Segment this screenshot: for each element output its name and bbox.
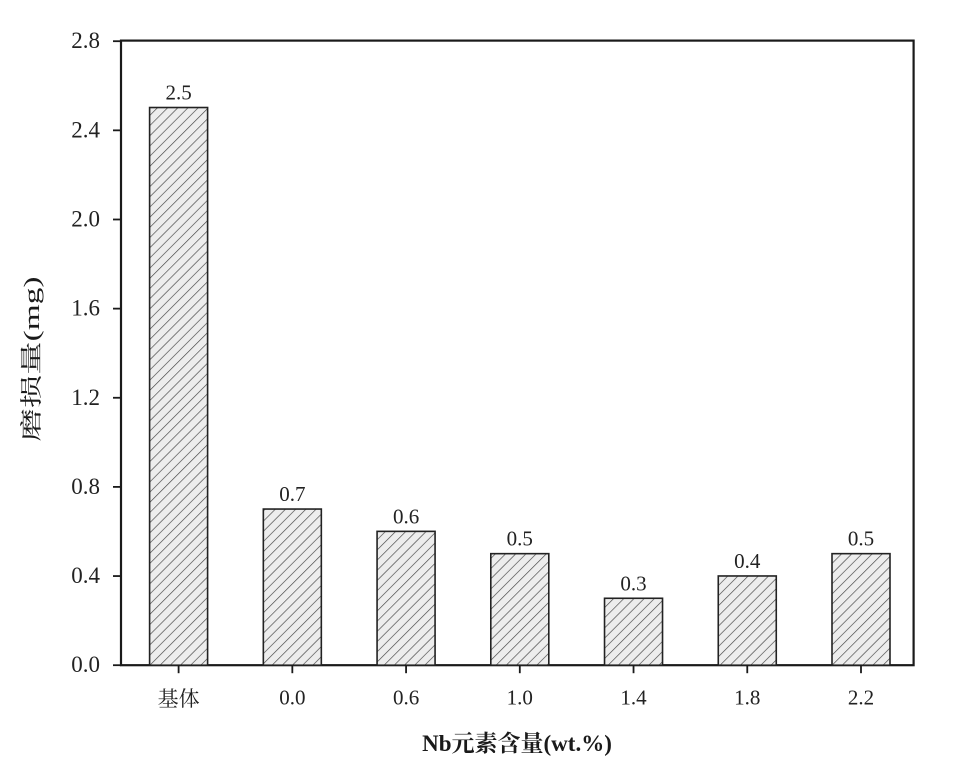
svg-text:0.4: 0.4 (734, 549, 761, 573)
svg-text:2.2: 2.2 (848, 686, 874, 710)
svg-text:1.4: 1.4 (620, 686, 647, 710)
svg-text:1.6: 1.6 (71, 296, 100, 321)
svg-text:0.0: 0.0 (279, 686, 305, 710)
svg-text:基体: 基体 (158, 687, 200, 711)
svg-text:1.8: 1.8 (734, 686, 760, 710)
svg-text:0.6: 0.6 (393, 686, 419, 710)
svg-text:0.4: 0.4 (71, 563, 100, 588)
svg-text:0.8: 0.8 (71, 474, 100, 499)
svg-text:2.5: 2.5 (165, 81, 191, 105)
svg-text:2.8: 2.8 (71, 28, 100, 53)
svg-text:2.4: 2.4 (71, 117, 100, 142)
svg-text:2.0: 2.0 (71, 206, 100, 231)
svg-text:Nb元素含量(wt.%): Nb元素含量(wt.%) (422, 731, 612, 756)
svg-text:0.0: 0.0 (71, 652, 100, 677)
svg-text:1.2: 1.2 (71, 385, 100, 410)
svg-text:0.3: 0.3 (620, 571, 646, 595)
svg-text:0.6: 0.6 (393, 504, 419, 528)
svg-text:0.5: 0.5 (848, 527, 874, 551)
svg-text:磨损量(mg): 磨损量(mg) (19, 277, 44, 442)
svg-text:1.0: 1.0 (507, 686, 533, 710)
svg-text:0.5: 0.5 (507, 527, 533, 551)
svg-text:0.7: 0.7 (279, 482, 305, 506)
